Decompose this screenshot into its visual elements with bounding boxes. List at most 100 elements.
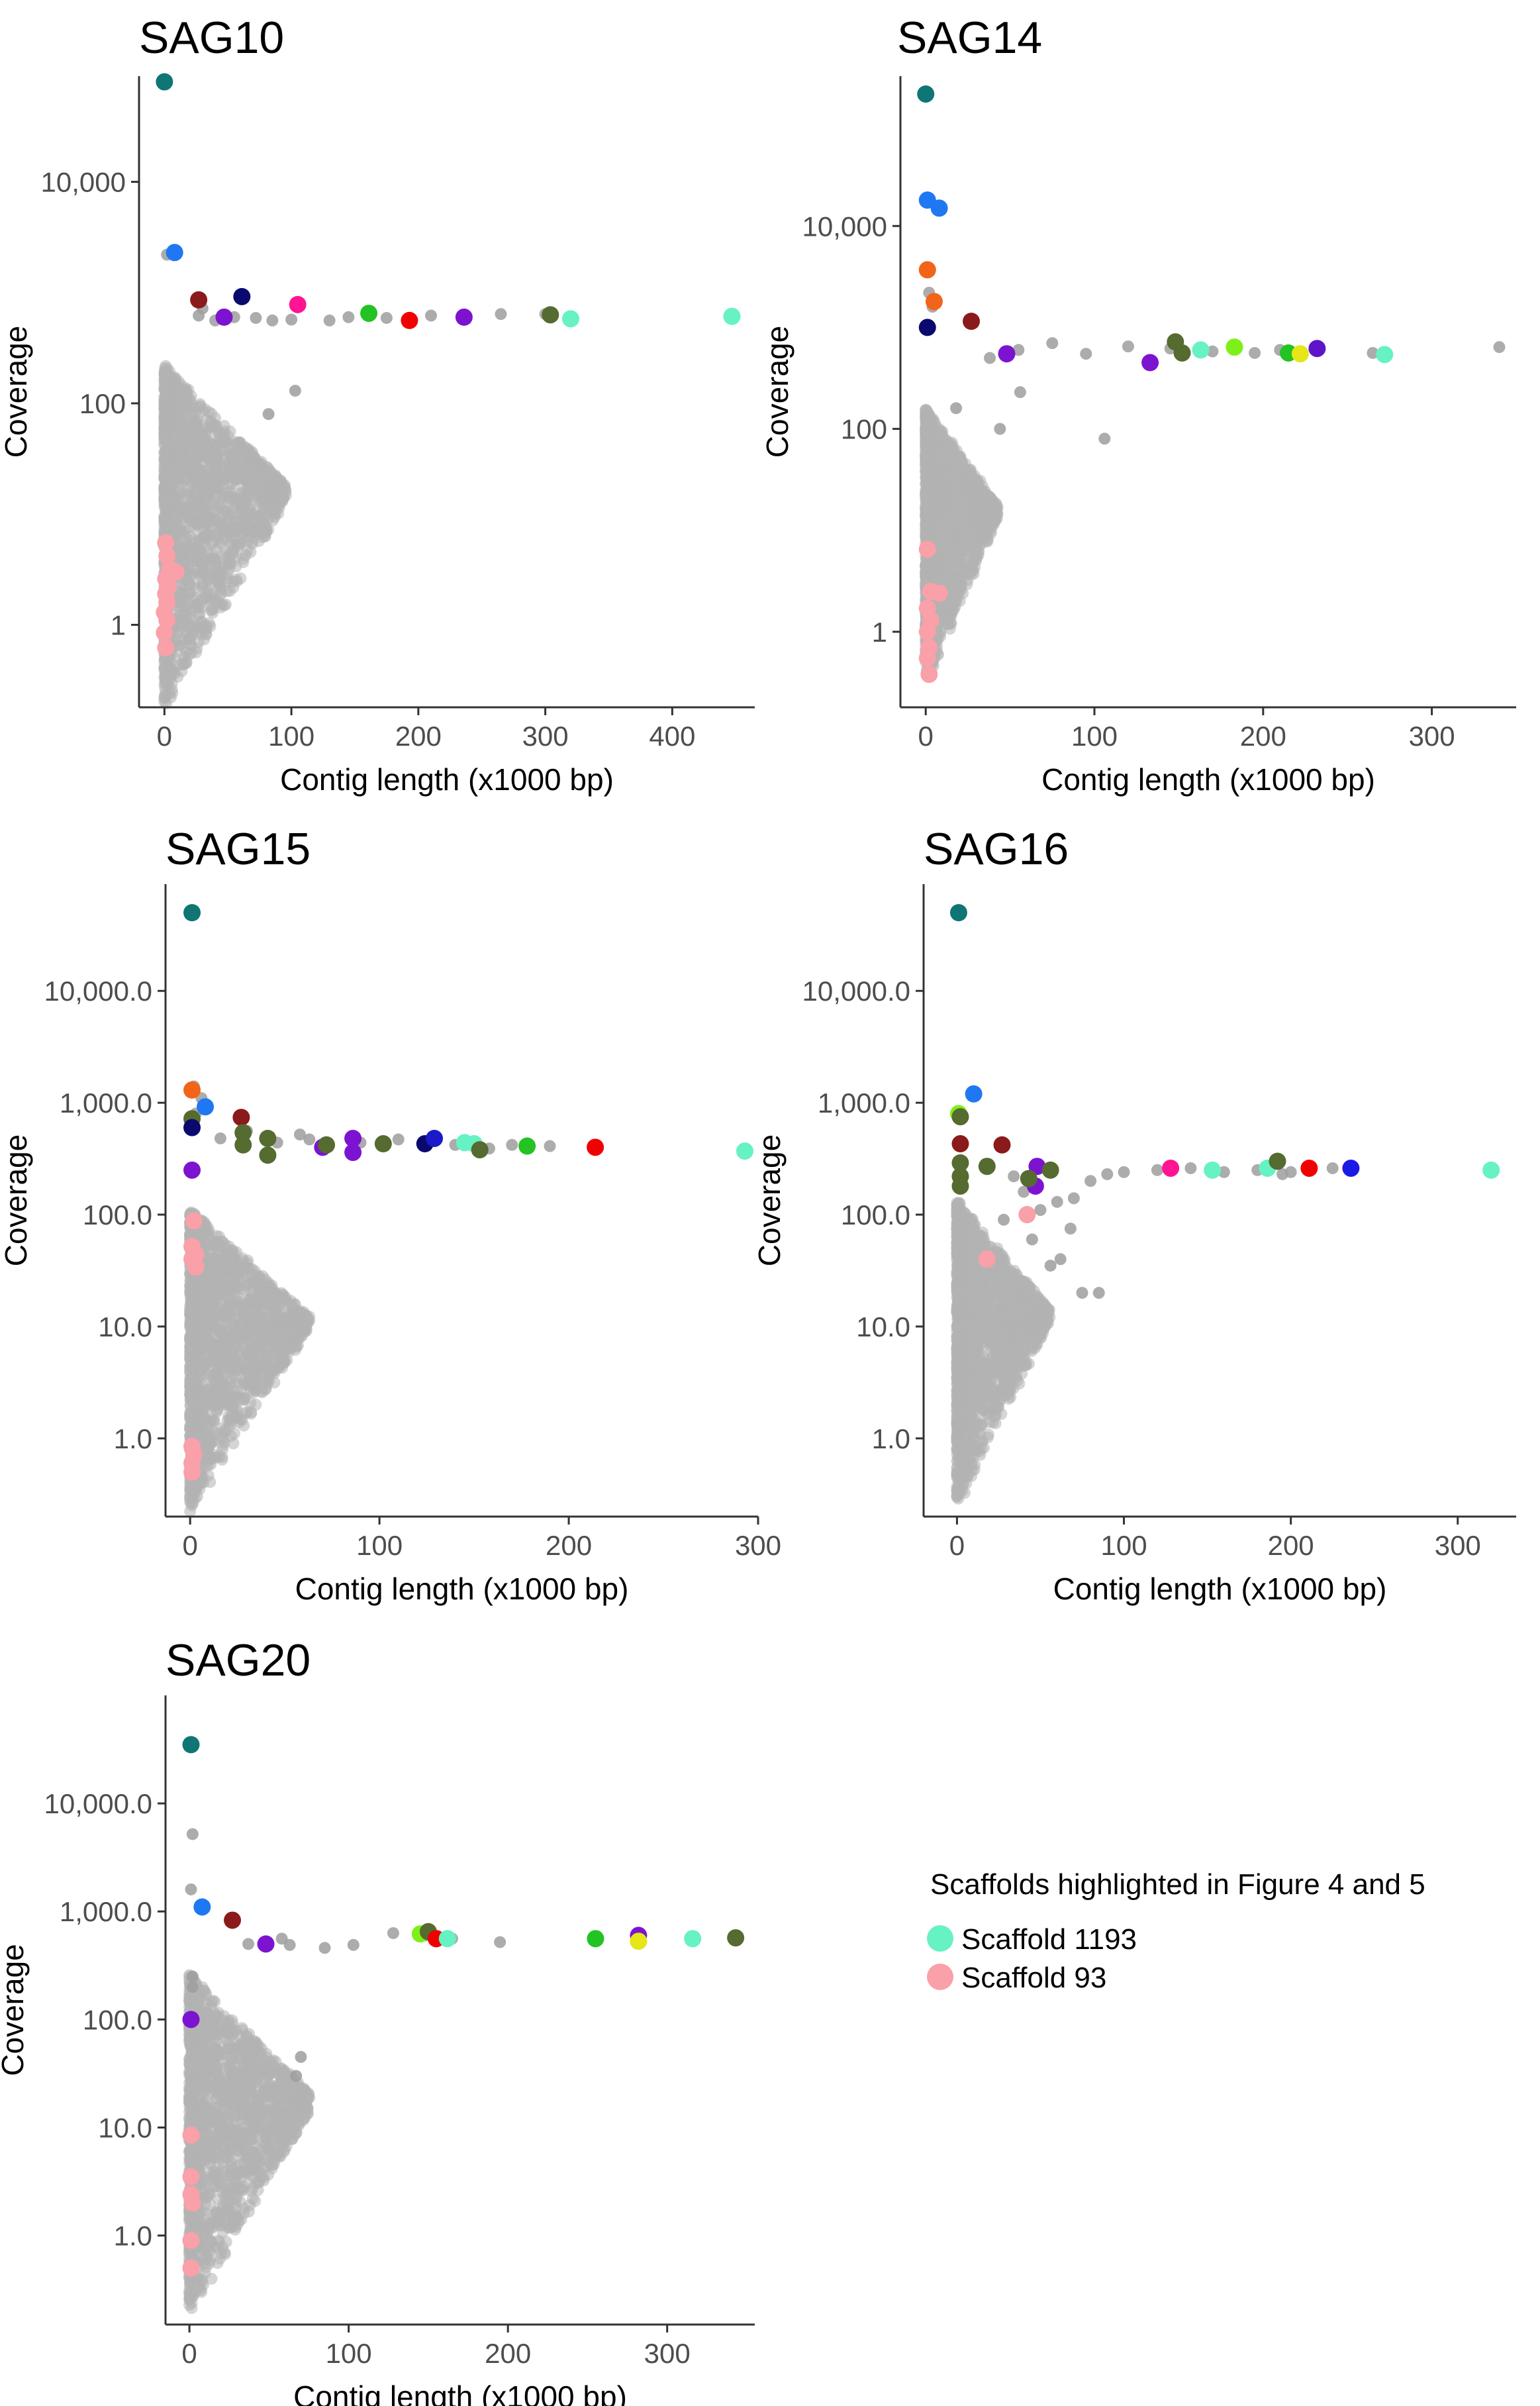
x-tick-label: 0 [157,721,172,752]
contig-point [197,511,210,524]
highlighted-scaffold-point [401,311,418,329]
contig-point [215,525,228,538]
contig-point [951,505,964,518]
contig-point [190,544,203,556]
contig-point [199,485,212,497]
highlighted-scaffold-point [723,307,741,325]
highlighted-scaffold-point [289,295,307,313]
contig-point [968,472,981,485]
contig-point [932,434,945,446]
contig-point [183,562,195,575]
contig-point [213,501,226,514]
x-tick-label: 100 [268,721,314,752]
highlighted-scaffold-point [918,649,936,667]
highlighted-scaffold-point [166,244,183,262]
contig-point [932,491,944,503]
highlighted-scaffold-point [156,73,173,91]
contig-point [203,421,215,434]
contig-point [200,628,213,640]
contig-point [929,420,941,432]
y-tick-label: 1 [111,609,126,640]
contig-point [221,585,234,597]
highlighted-scaffold-point [918,623,936,640]
contig-point [169,491,182,503]
contig-point [932,444,944,457]
contig-point [1014,386,1026,399]
contig-point [241,508,254,521]
contig-point [933,556,945,569]
contig-point [220,436,233,449]
contig-point [240,549,252,562]
contig-point [289,384,301,397]
highlighted-scaffold-point [215,308,233,326]
contig-point [922,500,935,513]
contig-point [953,583,966,595]
contig-point [193,401,205,414]
y-axis-title: Coverage [0,326,33,458]
highlighted-scaffold-point [157,639,175,657]
contig-point [277,1357,289,1370]
contig-point [225,538,238,550]
contig-point [230,574,242,586]
contig-point [1080,348,1092,360]
contig-point [984,352,996,364]
contig-point [1493,341,1506,354]
contig-point [922,410,935,423]
highlighted-scaffold-point [920,666,938,683]
contig-point [193,442,206,454]
highlighted-scaffold-point [998,345,1016,363]
contig-point [217,1427,229,1440]
contig-point [158,672,171,684]
contig-point [285,313,298,326]
x-tick-label: 0 [918,721,934,752]
contig-point [206,438,218,451]
highlighted-scaffold-point [1192,341,1210,359]
contig-point [242,452,254,465]
contig-point [262,408,275,421]
x-tick-label: 200 [395,721,442,752]
contig-point [213,456,225,469]
contig-point [177,583,189,595]
highlighted-scaffold-point [1291,345,1309,363]
contig-point [959,544,972,556]
contig-point [1046,337,1059,350]
highlighted-scaffold-point [918,319,936,336]
contig-point [1098,432,1111,445]
contig-point [179,438,192,450]
contig-point [176,406,189,419]
contig-point [253,477,265,489]
contig-point [215,473,228,485]
highlighted-scaffold-point [542,306,559,324]
contig-point [180,594,193,607]
y-tick-label: 1 [872,617,887,648]
highlighted-scaffold-point [455,308,473,326]
contig-point [160,434,173,446]
contig-point [994,423,1006,435]
contig-point [229,523,242,535]
contig-point [182,604,195,617]
highlighted-scaffold-point [925,293,943,311]
x-axis-title: Contig length (x1000 bp) [1041,762,1375,797]
y-axis-title: Coverage [760,326,794,458]
contig-point [181,501,194,513]
contig-point [246,537,259,550]
contig-point [947,538,959,550]
highlighted-scaffold-point [918,540,936,558]
highlighted-scaffold-point [360,305,378,323]
contig-point [245,1407,258,1420]
contig-point [199,465,212,477]
contig-point [215,567,227,579]
contig-point [228,1427,240,1440]
panel-title: SAG14 [897,13,1042,63]
contig-point [200,591,213,603]
contig-point [1249,346,1261,359]
contig-point [170,381,183,394]
contig-point [239,464,252,476]
contig-point [189,456,201,469]
highlighted-scaffold-point [930,199,948,217]
contig-point [924,477,936,490]
contig-point [1122,340,1134,353]
